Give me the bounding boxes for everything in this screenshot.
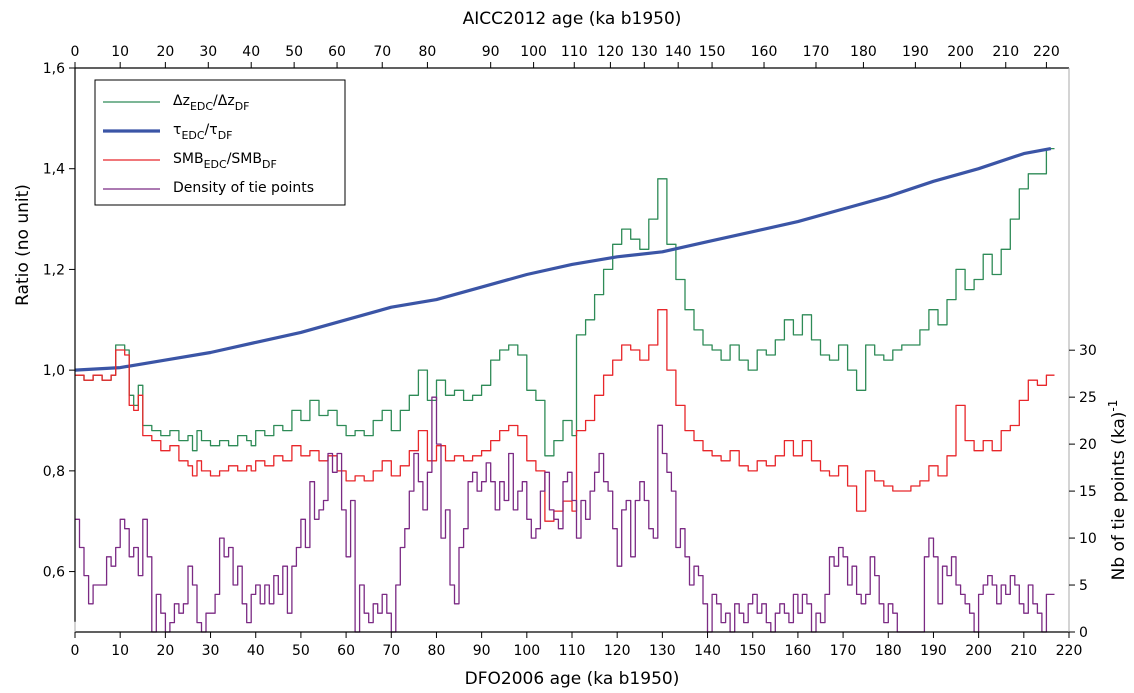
- y-tick-label: 1,0: [43, 363, 65, 379]
- y-tick-label: 1,2: [43, 262, 65, 278]
- series-line-1: [75, 147, 1055, 457]
- x-tick-label: 120: [604, 643, 631, 659]
- x-tick-label: 50: [292, 643, 310, 659]
- x-tick-label: 130: [649, 643, 676, 659]
- series-line-4: [75, 396, 1055, 633]
- x2-tick-label: 140: [665, 44, 692, 60]
- y-tick-label: 0,8: [43, 464, 65, 480]
- y2-tick-label: 30: [1079, 343, 1097, 359]
- x-tick-label: 0: [71, 643, 80, 659]
- y-axis-title: Ratio (no unit): [13, 184, 33, 306]
- legend-entry: SMBEDC/SMBDF: [173, 151, 277, 171]
- x-tick-label: 60: [337, 643, 355, 659]
- x2-tick-label: 80: [419, 44, 437, 60]
- x2-tick-label: 180: [850, 44, 877, 60]
- legend-entry: τEDC/τDF: [173, 122, 233, 142]
- x2-tick-label: 100: [520, 44, 547, 60]
- y2-tick-label: 10: [1079, 531, 1097, 547]
- x2-tick-label: 50: [285, 44, 303, 60]
- x2-tick-label: 120: [597, 44, 624, 60]
- y2-tick-label: 25: [1079, 390, 1097, 406]
- x-tick-label: 180: [875, 643, 902, 659]
- series-line-2: [74, 147, 1052, 372]
- x-tick-label: 150: [739, 643, 766, 659]
- x-tick-label: 140: [694, 643, 721, 659]
- x2-tick-label: 30: [199, 44, 217, 60]
- y-tick-label: 1,6: [43, 61, 65, 77]
- x-tick-label: 110: [559, 643, 586, 659]
- x-tick-label: 30: [202, 643, 220, 659]
- y2-axis-title-main: Nb of tie points (ka): [1109, 412, 1129, 581]
- x-tick-label: 40: [247, 643, 265, 659]
- x2-tick-label: 90: [482, 44, 500, 60]
- y-tick-label: 1,4: [43, 162, 65, 178]
- x-tick-label: 90: [473, 643, 491, 659]
- x-tick-label: 170: [830, 643, 857, 659]
- x2-tick-label: 170: [803, 44, 830, 60]
- axes-layer: 0 10 20 30 40 50 60 70 80 90 100 110 120 130 140 150 160…: [43, 44, 1097, 659]
- x2-tick-label: 220: [1033, 44, 1060, 60]
- x2-tick-label: 190: [902, 44, 929, 60]
- x2-tick-label: 0: [71, 44, 80, 60]
- x2-tick-label: 160: [751, 44, 778, 60]
- x2-tick-label: 60: [328, 44, 346, 60]
- x-tick-label: 210: [1010, 643, 1037, 659]
- x2-tick-label: 20: [156, 44, 174, 60]
- x-tick-label: 70: [382, 643, 400, 659]
- x-tick-label: 20: [156, 643, 174, 659]
- y2-axis-title: Nb of tie points (ka)-1: [1106, 400, 1129, 581]
- x-tick-label: 190: [920, 643, 947, 659]
- legend-box: [94, 79, 346, 206]
- x2-tick-label: 130: [631, 44, 658, 60]
- series-layer: [74, 147, 1055, 633]
- x-tick-label: 220: [1056, 643, 1083, 659]
- y2-tick-label: 15: [1079, 484, 1097, 500]
- x2-axis-title: AICC2012 age (ka b1950): [463, 9, 682, 29]
- y2-axis-title-sup: -1: [1106, 400, 1120, 412]
- y2-tick-label: 0: [1079, 625, 1088, 641]
- x-tick-label: 160: [785, 643, 812, 659]
- x-tick-label: 100: [513, 643, 540, 659]
- legend-entry: Density of tie points: [173, 180, 314, 196]
- series-line-3: [75, 309, 1055, 522]
- y-tick-label: 0,6: [43, 565, 65, 581]
- legend: ΔzEDC/ΔzDF τEDC/τDF SMBEDC/SMBDF Density of…: [94, 79, 346, 206]
- y2-tick-label: 20: [1079, 437, 1097, 453]
- x-tick-label: 10: [111, 643, 129, 659]
- x2-tick-label: 200: [947, 44, 974, 60]
- x2-tick-label: 40: [242, 44, 260, 60]
- x2-tick-label: 70: [373, 44, 391, 60]
- x-tick-label: 200: [965, 643, 992, 659]
- x2-tick-label: 10: [111, 44, 129, 60]
- legend-entry: ΔzEDC/ΔzDF: [173, 93, 250, 113]
- x2-tick-label: 110: [561, 44, 588, 60]
- y2-tick-label: 5: [1079, 578, 1088, 594]
- x2-tick-label: 150: [699, 44, 726, 60]
- x2-tick-label: 210: [992, 44, 1019, 60]
- x-tick-label: 80: [428, 643, 446, 659]
- x-axis-title: DFO2006 age (ka b1950): [465, 669, 680, 689]
